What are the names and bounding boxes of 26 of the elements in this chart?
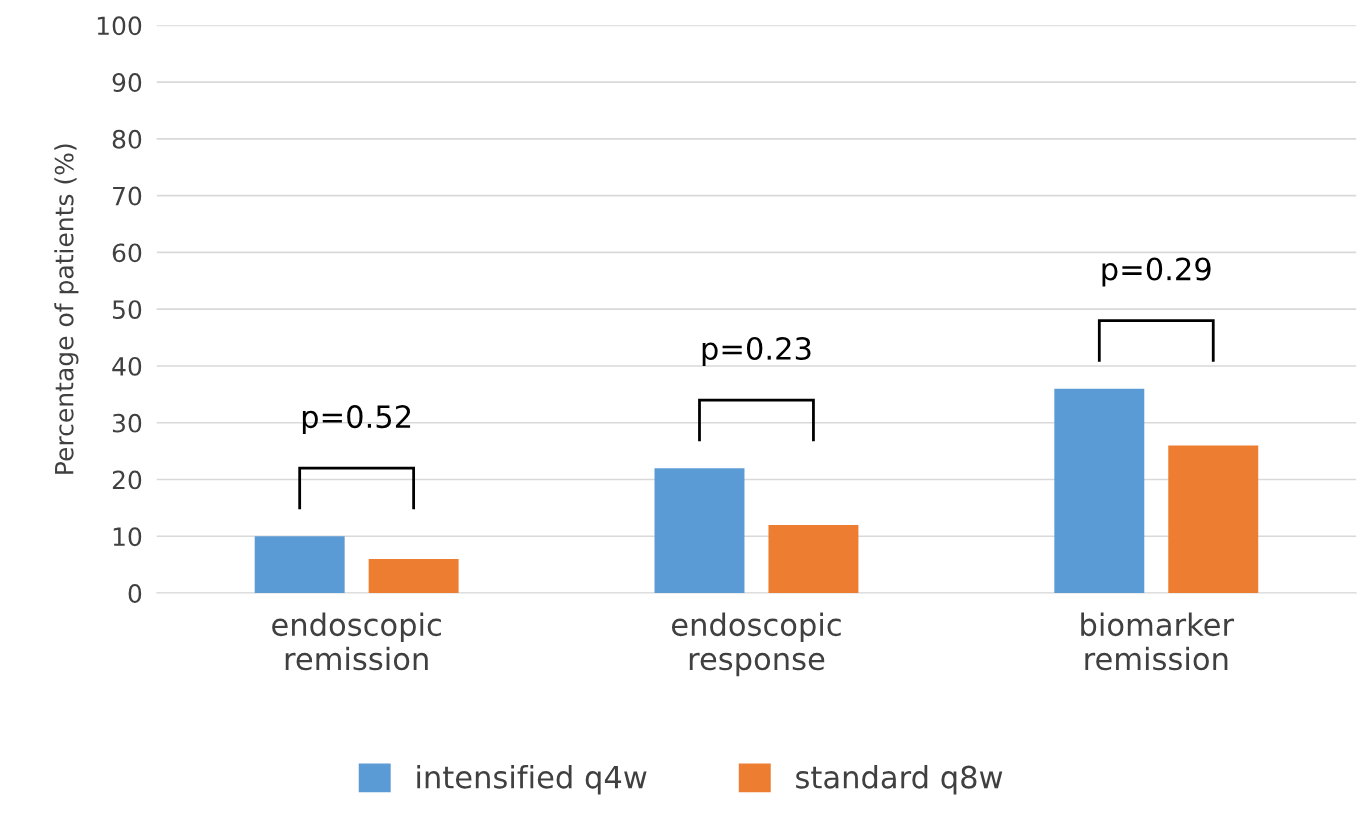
y-tick-label: 30	[112, 413, 142, 433]
x-tick-label: endoscopic response	[671, 612, 841, 677]
y-tick-label: 80	[112, 129, 142, 149]
y-tick-label: 50	[112, 300, 142, 320]
y-tick-label: 40	[112, 356, 142, 376]
y-tick-label: 10	[113, 527, 142, 547]
annotation: p=0.23	[702, 336, 811, 366]
y-tick-label: 90	[112, 73, 142, 92]
y-tick-label: 70	[113, 186, 142, 206]
bar	[368, 558, 459, 594]
y-tick-label: 60	[112, 243, 142, 263]
annotation: p=0.52	[302, 405, 411, 435]
bar	[768, 524, 859, 594]
legend-label: intensified q4w	[417, 765, 647, 795]
legend-label: standard q8w	[796, 765, 1003, 795]
bar	[254, 536, 345, 594]
bar	[654, 468, 745, 594]
y-tick-label: 100	[97, 16, 142, 36]
bar	[1054, 388, 1145, 594]
x-tick-label: biomarker remission	[1081, 612, 1235, 671]
annotation: p=0.29	[1102, 257, 1211, 287]
x-tick-label: endoscopic remission	[272, 612, 441, 671]
y-tick-label: 20	[112, 470, 142, 490]
bar	[1168, 445, 1259, 594]
y-axis-title: Percentage of patients (%)	[54, 144, 79, 474]
y-tick-label: 0	[128, 583, 142, 603]
